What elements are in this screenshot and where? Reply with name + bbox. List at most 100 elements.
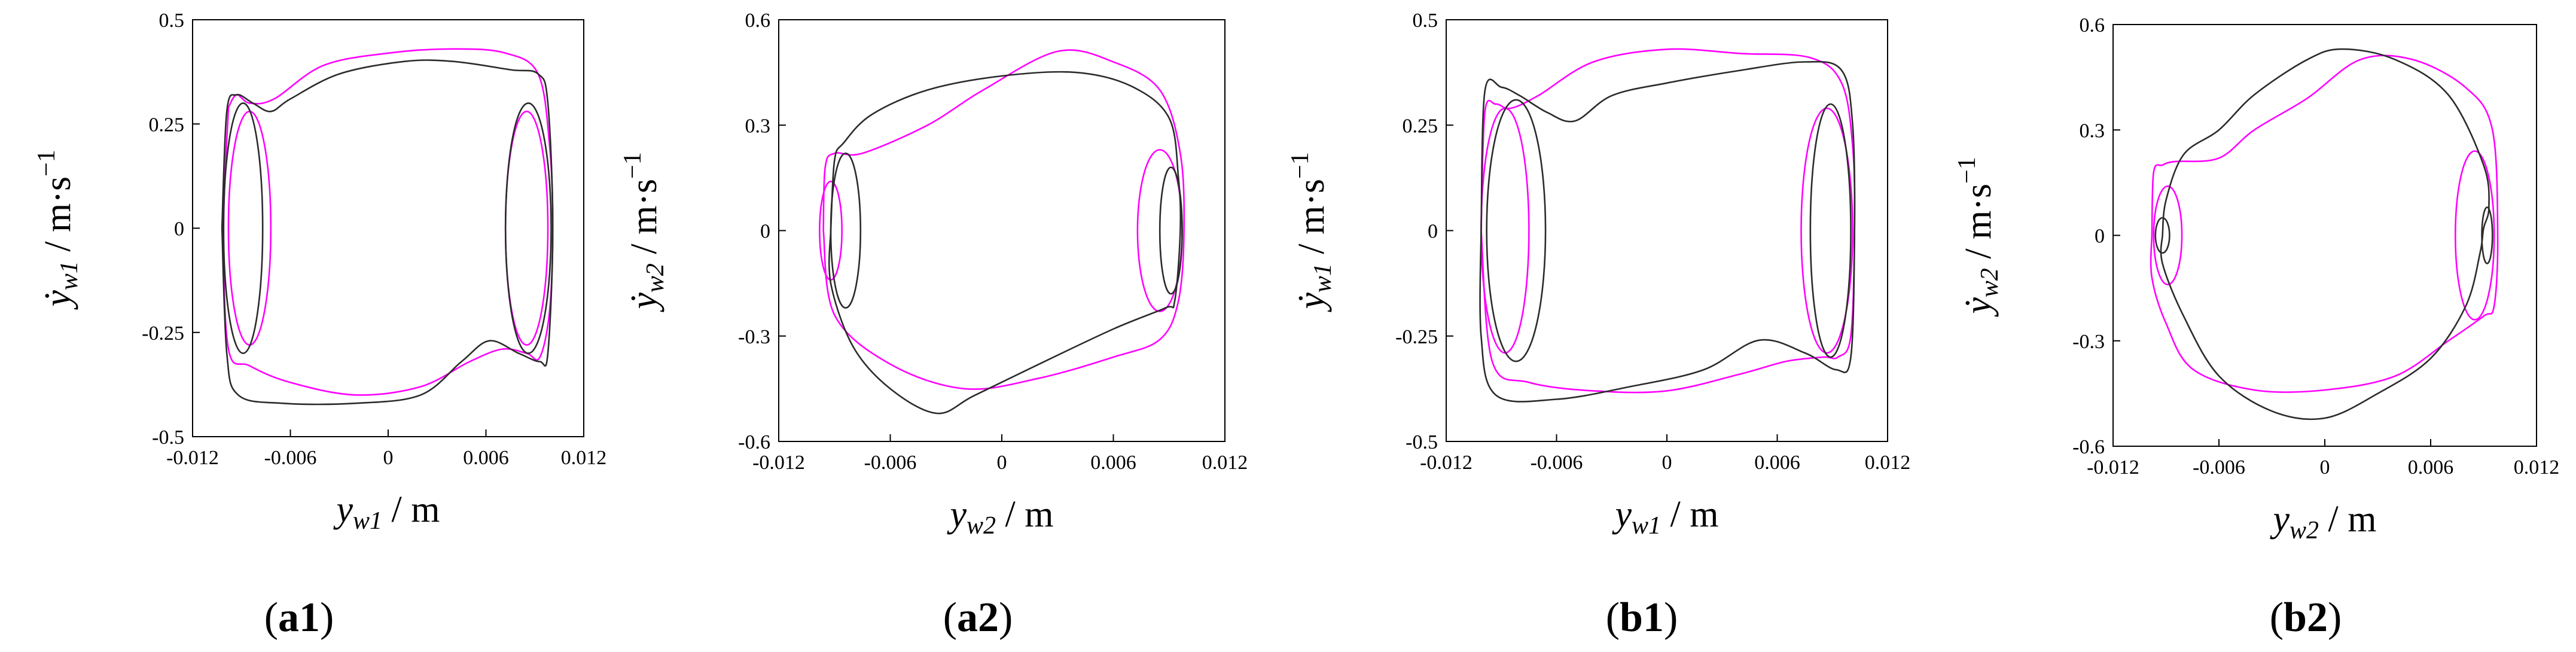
x-axis-label-b1: yw1 / m — [1612, 494, 1719, 540]
series-black-loop-2-b1 — [1809, 103, 1852, 358]
y-tick-label-a1: -0.25 — [142, 322, 184, 345]
panel-a1: -0.012 -0.006 0 0.006 0.012 0.5 0.25 0 -0.25 -0.5… — [33, 10, 606, 641]
caption-b2: (b2) — [2270, 595, 2342, 641]
y-tick-label-a2: 0 — [760, 221, 770, 243]
y-tick-label-a1: 0.5 — [159, 10, 185, 32]
x-tick-label-a2: 0 — [997, 452, 1007, 474]
x-tick-label-a2: -0.006 — [864, 452, 917, 474]
y-tick-label-a2: 0.3 — [745, 115, 771, 137]
series-magenta-loop-2-b2 — [2454, 150, 2495, 321]
x-tick-label-a2: 0.006 — [1090, 452, 1136, 474]
y-tick-label-b1: 0.5 — [1413, 10, 1438, 32]
y-tick-label-a1: 0.25 — [149, 114, 185, 136]
panel-b2: -0.012 -0.006 0 0.006 0.0120.60.30-0.3-0.6yw… — [1953, 14, 2559, 641]
x-axis-label-var-a2: y — [947, 494, 967, 535]
series-magenta-trajectory-b1 — [1480, 48, 1856, 394]
y-tick-label-a2: 0.6 — [745, 10, 771, 32]
x-tick-label-b1: -0.012 — [1420, 452, 1473, 474]
series-black-trajectory-a1 — [221, 59, 554, 406]
series-magenta-loop-1-a1 — [227, 111, 272, 346]
y-axis-label-sub-b2: w2 — [1976, 268, 2004, 297]
y-axis-label-unit-a2: / m·s — [624, 179, 664, 263]
x-tick-label-a1: 0.006 — [463, 447, 509, 469]
caption-open-b1: ( — [1606, 595, 1620, 641]
caption-b1: (b1) — [1606, 595, 1678, 641]
y-tick-label-b1: 0 — [1428, 221, 1438, 243]
caption-close-a1: ) — [320, 595, 334, 641]
y-tick-label-b2: -0.3 — [2072, 331, 2105, 353]
series-magenta-trajectory-b2 — [2150, 54, 2499, 394]
y-tick-label-b2: 0 — [2095, 226, 2105, 248]
caption-open-a1: ( — [264, 595, 278, 641]
y-axis-label-b2: ẏw2 / m·s−1 — [1953, 157, 2004, 317]
y-axis-label-var-a1: ẏ — [38, 290, 78, 310]
series-magenta-trajectory-a1 — [222, 48, 554, 396]
y-axis-label-unit-b2: / m·s — [1958, 184, 1999, 268]
caption-label-a2: a2 — [957, 595, 999, 641]
y-axis-label-sup-b2: −1 — [1953, 157, 1981, 184]
series-black-loop-1-b1 — [1486, 99, 1547, 362]
x-tick-label-a1: -0.012 — [166, 447, 219, 469]
caption-open-a2: ( — [943, 595, 957, 641]
caption-label-b1: b1 — [1620, 595, 1664, 641]
series-group-b2 — [2150, 48, 2499, 421]
x-axis-label-unit-a2: / m — [996, 494, 1053, 535]
y-axis-label-unit-a1: / m·s — [38, 176, 78, 261]
x-axis-label-sub-b1: w1 — [1632, 512, 1661, 540]
x-axis-label-a1: yw1 / m — [333, 489, 440, 535]
x-tick-label-b1: -0.006 — [1531, 452, 1583, 474]
x-axis-label-unit-b1: / m — [1661, 494, 1718, 535]
x-tick-label-b2: 0.006 — [2408, 456, 2454, 479]
series-magenta-loop-1-b1 — [1480, 107, 1530, 354]
y-tick-label-b2: -0.6 — [2072, 436, 2105, 458]
x-axis-label-sub-a2: w2 — [967, 512, 996, 540]
caption-label-a1: a1 — [278, 595, 320, 641]
x-tick-label-b2: -0.006 — [2193, 456, 2245, 479]
x-tick-label-b1: 0 — [1662, 452, 1672, 474]
series-black-trajectory-a2 — [828, 71, 1182, 415]
series-magenta-loop-2-b1 — [1800, 107, 1853, 354]
y-tick-label-a1: 0 — [174, 218, 184, 240]
plot-frame-a1 — [192, 19, 584, 437]
y-tick-label-b1: -0.5 — [1406, 431, 1438, 453]
y-tick-label-b2: 0.6 — [2080, 14, 2105, 36]
x-tick-label-b1: 0.012 — [1865, 452, 1911, 474]
x-axis-label-a2: yw2 / m — [947, 494, 1054, 540]
plot-frame-a2 — [778, 19, 1225, 442]
y-axis-label-a1: ẏw1 / m·s−1 — [33, 150, 83, 310]
y-axis-label-unit-b1: / m·s — [1291, 179, 1332, 263]
series-black-loop-2-a1 — [504, 102, 552, 354]
y-axis-label-var-a2: ẏ — [624, 293, 664, 313]
x-tick-label-a1: 0.012 — [561, 447, 607, 469]
y-axis-label-sup-b1: −1 — [1287, 152, 1314, 179]
x-tick-label-b2: 0.012 — [2514, 456, 2560, 479]
x-axis-label-var-b2: y — [2270, 499, 2290, 540]
y-axis-label-var-b2: ẏ — [1958, 297, 1999, 318]
series-group-a2 — [819, 49, 1185, 415]
x-axis-label-unit-a1: / m — [382, 489, 440, 530]
series-black-loop-1-a1 — [222, 102, 264, 354]
x-tick-label-b2: 0 — [2320, 456, 2330, 479]
caption-a1: (a1) — [264, 595, 334, 641]
y-axis-label-sub-b1: w1 — [1309, 263, 1337, 293]
series-magenta-loop-1-b2 — [2153, 185, 2183, 286]
plot-frame-b2 — [2112, 24, 2537, 447]
caption-close-b2: ) — [2328, 595, 2342, 641]
caption-a2: (a2) — [943, 595, 1013, 641]
x-axis-label-b2: yw2 / m — [2270, 499, 2377, 544]
y-tick-label-a2: -0.6 — [738, 431, 770, 453]
caption-label-b2: b2 — [2284, 595, 2328, 641]
x-tick-label-a2: -0.012 — [752, 452, 805, 474]
x-axis-label-var-a1: y — [333, 489, 353, 530]
series-group-a1 — [221, 48, 554, 406]
y-axis-label-var-b1: ẏ — [1291, 293, 1332, 313]
x-tick-label-b1: 0.006 — [1754, 452, 1800, 474]
panel-a2: -0.012 -0.006 0 0.006 0.0120.60.30-0.3-0.6yw… — [619, 10, 1248, 641]
y-axis-label-sub-a1: w1 — [56, 261, 83, 290]
y-axis-label-b1: ẏw1 / m·s−1 — [1287, 152, 1337, 312]
y-tick-label-b1: -0.25 — [1395, 326, 1438, 348]
series-magenta-loop-2-a1 — [504, 111, 549, 346]
y-tick-label-b1: 0.25 — [1403, 115, 1438, 137]
series-magenta-trajectory-a2 — [822, 49, 1185, 390]
